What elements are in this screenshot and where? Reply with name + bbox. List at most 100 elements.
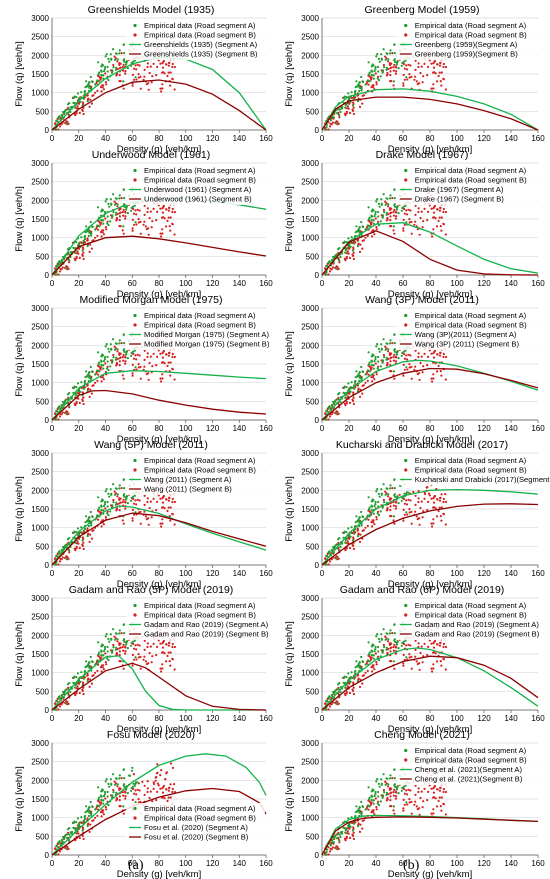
y-tick-label: 0 bbox=[315, 706, 320, 715]
point-segment-b bbox=[57, 418, 60, 421]
point-segment-a bbox=[125, 643, 128, 646]
point-segment-a bbox=[115, 646, 118, 649]
point-segment-a bbox=[344, 106, 347, 109]
point-segment-b bbox=[358, 830, 362, 834]
y-tick-label: 2000 bbox=[31, 486, 49, 495]
point-segment-b bbox=[159, 352, 162, 355]
chart-legend: Empirical data (Road segment A)Empirical… bbox=[396, 600, 540, 640]
point-segment-b bbox=[356, 239, 359, 242]
point-segment-b bbox=[167, 354, 170, 357]
y-tick-label: 2500 bbox=[31, 468, 49, 477]
point-segment-a bbox=[378, 785, 381, 788]
point-segment-a bbox=[342, 531, 345, 535]
point-segment-a bbox=[370, 218, 373, 222]
point-segment-b bbox=[76, 685, 79, 688]
point-segment-a bbox=[374, 503, 377, 506]
point-segment-b bbox=[118, 502, 121, 505]
point-segment-b bbox=[427, 790, 430, 794]
point-segment-b bbox=[99, 78, 102, 81]
point-segment-b bbox=[173, 355, 176, 359]
point-segment-b bbox=[118, 498, 121, 501]
point-segment-b bbox=[122, 649, 125, 652]
point-segment-a bbox=[356, 535, 360, 538]
legend-entry: Greenshields (1935) (Segment B) bbox=[144, 50, 258, 59]
point-segment-a bbox=[103, 503, 106, 506]
point-segment-b bbox=[165, 353, 168, 356]
point-segment-b bbox=[132, 642, 135, 646]
point-segment-b bbox=[402, 519, 405, 522]
point-segment-a bbox=[374, 790, 377, 794]
y-tick-label: 2000 bbox=[301, 631, 319, 640]
point-segment-b bbox=[133, 212, 136, 215]
point-segment-b bbox=[392, 356, 395, 359]
legend-marker bbox=[133, 458, 137, 463]
point-segment-a bbox=[100, 70, 103, 73]
point-segment-a bbox=[69, 106, 72, 109]
point-segment-b bbox=[346, 395, 349, 398]
point-segment-b bbox=[345, 110, 348, 113]
point-segment-b bbox=[366, 379, 369, 382]
point-segment-b bbox=[352, 692, 355, 696]
point-segment-b bbox=[115, 219, 118, 222]
legend-entry: Empirical data (Road segment A) bbox=[415, 311, 527, 320]
point-segment-a bbox=[131, 766, 134, 769]
y-axis-label: Flow (q) [veh/h] bbox=[284, 621, 295, 686]
x-tick-label: 160 bbox=[531, 424, 545, 433]
point-segment-a bbox=[54, 708, 58, 711]
point-segment-a bbox=[102, 70, 106, 73]
point-segment-a bbox=[389, 774, 392, 777]
legend-background bbox=[126, 310, 265, 350]
point-segment-b bbox=[99, 86, 103, 89]
point-segment-a bbox=[98, 370, 101, 373]
point-segment-a bbox=[368, 361, 371, 364]
point-segment-b bbox=[402, 374, 405, 377]
point-segment-b bbox=[439, 370, 442, 373]
point-segment-a bbox=[338, 114, 341, 117]
point-segment-b bbox=[444, 645, 448, 649]
point-segment-b bbox=[112, 63, 115, 67]
legend-entry: Empirical data (Road segment B) bbox=[415, 321, 527, 330]
point-segment-a bbox=[55, 845, 58, 848]
point-segment-b bbox=[68, 261, 71, 264]
point-segment-a bbox=[374, 68, 377, 71]
point-segment-a bbox=[385, 793, 388, 796]
point-segment-b bbox=[408, 73, 411, 76]
point-segment-a bbox=[347, 672, 350, 675]
point-segment-a bbox=[87, 374, 90, 377]
point-segment-b bbox=[437, 509, 440, 513]
legend-marker bbox=[133, 178, 137, 182]
point-segment-b bbox=[81, 109, 84, 112]
point-segment-b bbox=[370, 368, 373, 371]
point-segment-b bbox=[171, 352, 174, 356]
point-segment-a bbox=[55, 410, 58, 413]
point-segment-a bbox=[109, 633, 112, 636]
y-tick-label: 1000 bbox=[301, 234, 319, 243]
point-segment-b bbox=[382, 788, 385, 792]
point-segment-b bbox=[88, 395, 91, 398]
point-segment-b bbox=[403, 803, 406, 806]
point-segment-a bbox=[123, 493, 126, 496]
point-segment-b bbox=[414, 204, 417, 207]
point-segment-b bbox=[408, 653, 411, 656]
point-segment-a bbox=[65, 122, 68, 125]
point-segment-a bbox=[58, 116, 61, 119]
point-segment-b bbox=[122, 377, 125, 380]
point-segment-b bbox=[395, 356, 398, 359]
point-segment-a bbox=[83, 89, 87, 93]
point-segment-a bbox=[387, 203, 390, 206]
point-segment-b bbox=[159, 787, 162, 790]
point-segment-b bbox=[371, 670, 374, 673]
point-segment-a bbox=[372, 222, 375, 225]
point-segment-b bbox=[440, 84, 443, 87]
point-segment-b bbox=[169, 361, 172, 364]
legend-background bbox=[396, 165, 537, 205]
point-segment-b bbox=[421, 226, 424, 229]
point-segment-a bbox=[72, 246, 75, 249]
point-segment-a bbox=[325, 555, 328, 558]
point-segment-b bbox=[167, 651, 170, 654]
point-segment-a bbox=[87, 379, 90, 383]
point-segment-b bbox=[121, 374, 124, 377]
point-segment-a bbox=[101, 208, 104, 211]
point-segment-b bbox=[352, 689, 355, 693]
point-segment-a bbox=[106, 215, 109, 218]
